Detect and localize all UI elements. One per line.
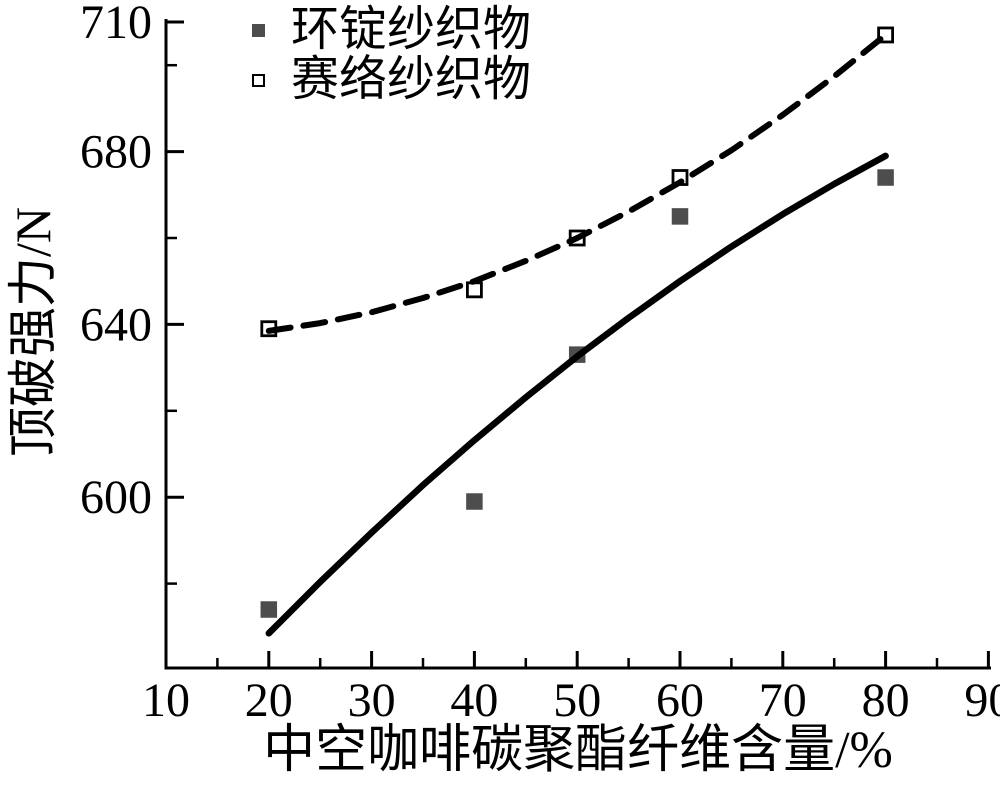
y-tick-label: 640 — [80, 298, 152, 351]
x-tick-label: 10 — [142, 674, 190, 727]
x-tick-label: 70 — [759, 674, 807, 727]
x-axis-title: 中空咖啡碳聚酯纤维含量/% — [263, 722, 893, 779]
x-tick-label: 60 — [656, 674, 704, 727]
y-tick-label: 710 — [80, 0, 152, 49]
x-tick-label: 30 — [348, 674, 396, 727]
scatter-point-ring-yarn — [466, 493, 483, 510]
scatter-point-ring-yarn — [877, 169, 894, 186]
legend-item-siro-yarn: 赛络纱织物 — [252, 56, 531, 104]
legend-label-siro-yarn: 赛络纱织物 — [291, 53, 532, 106]
y-axis-title: 顶破强力/N — [5, 207, 61, 457]
legend-label-ring-yarn: 环锭纱织物 — [291, 3, 532, 56]
fit-curve-ring-yarn-solid — [265, 152, 889, 637]
scatter-point-siro-yarn — [465, 281, 483, 299]
y-tick-label: 680 — [80, 126, 152, 179]
legend-marker-filled-square-icon — [252, 23, 265, 37]
x-tick-label: 40 — [450, 674, 498, 727]
x-tick-label: 80 — [862, 674, 910, 727]
scatter-point-ring-yarn — [260, 601, 278, 618]
legend-item-ring-yarn: 环锭纱织物 — [252, 6, 531, 54]
x-tick-label: 90 — [964, 674, 1000, 727]
x-tick-label: 50 — [553, 674, 601, 727]
scatter-point-ring-yarn — [671, 208, 689, 225]
legend: 环锭纱织物 赛络纱织物 — [252, 6, 531, 104]
y-tick-label: 600 — [80, 471, 152, 524]
x-tick-label: 20 — [245, 674, 293, 727]
legend-marker-open-square-icon — [252, 73, 265, 87]
fit-curve-siro-yarn-dashed — [265, 32, 889, 334]
